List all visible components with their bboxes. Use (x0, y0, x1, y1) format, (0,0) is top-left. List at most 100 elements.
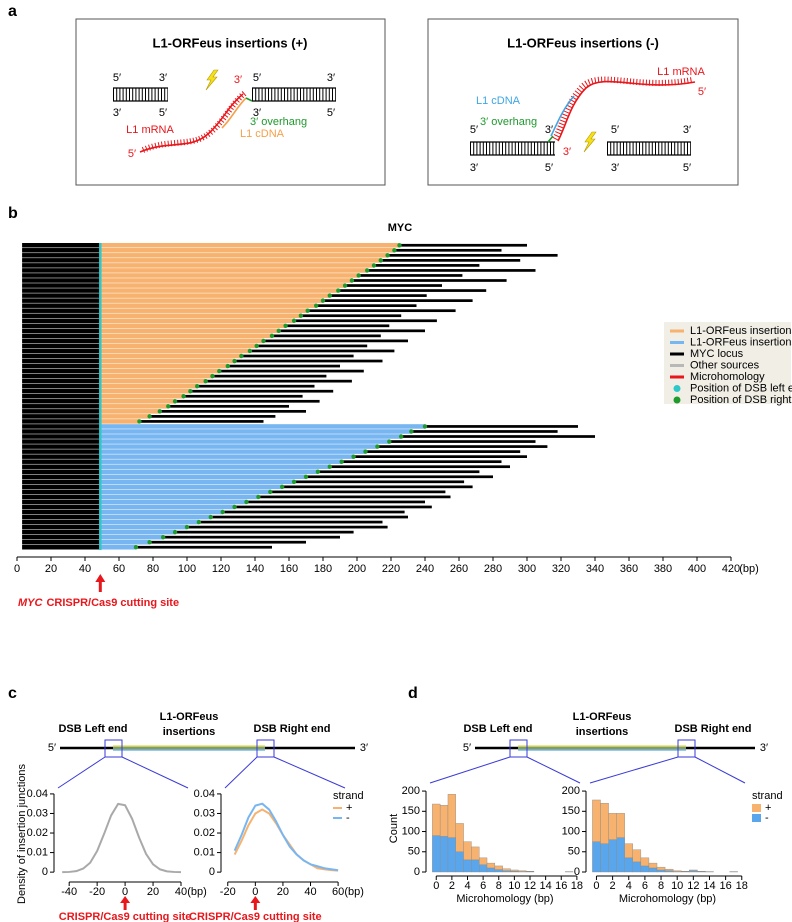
read-insertion (100, 409, 160, 414)
read-left-locus (22, 499, 101, 505)
read-right-locus (234, 505, 432, 509)
hist-bar (608, 839, 617, 873)
y-tick-label: 50 (408, 846, 420, 858)
diagram-title: L1-ORFeus insertions (-) (507, 35, 659, 50)
dna-end: 3′ (545, 124, 553, 136)
read-insertion (100, 258, 381, 263)
dna-end: 5′ (683, 162, 691, 174)
dsb-right-dot (220, 509, 225, 515)
y-tick-label: 150 (562, 805, 580, 817)
zoom-line (694, 756, 746, 784)
read-right-locus (316, 304, 417, 308)
x-axis-label: Microhomology (bp) (456, 893, 553, 905)
x-tick-label: 14 (703, 880, 715, 892)
read-left-locus (22, 544, 101, 550)
x-tick-label: 10 (508, 880, 520, 892)
dsb-right-dot (195, 383, 200, 389)
y-tick-label: 0.02 (194, 827, 215, 839)
read-insertion (100, 248, 395, 253)
read-right-locus (358, 274, 463, 277)
hist-bar (592, 799, 601, 842)
dsb-right-dot (147, 539, 152, 545)
read-right-locus (278, 329, 425, 333)
strand-end: 5′ (463, 742, 471, 754)
zoom-line (429, 756, 511, 784)
legend-title: strand (752, 790, 783, 802)
zoom-box (256, 739, 275, 758)
read-insertion (100, 283, 346, 288)
schematic-title: L1-ORFeus (160, 711, 219, 723)
dsb-right-dot (303, 474, 309, 479)
read-left-locus (22, 489, 101, 495)
dna-end: 5′ (253, 72, 261, 84)
read-right-locus (380, 259, 521, 262)
x-tick-label: -20 (89, 886, 105, 898)
hist-bar (640, 865, 650, 873)
read-insertion (100, 333, 272, 339)
read-insertion (100, 348, 250, 354)
read-left-locus (22, 414, 101, 419)
read-right-locus (163, 535, 340, 539)
zoom-box (104, 739, 123, 758)
x-tick-label: 0 (122, 886, 128, 898)
x-tick-label: -20 (220, 886, 236, 898)
x-tick-label: 260 (450, 563, 468, 575)
dna-end: 5′ (611, 124, 619, 136)
y-tick-label: 0 (414, 866, 420, 878)
read-right-locus (353, 455, 527, 459)
y-tick-label: 200 (402, 785, 420, 797)
zoom-box (509, 739, 528, 758)
read-right-locus (338, 289, 487, 292)
read-left-locus (22, 358, 101, 364)
read-right-locus (351, 279, 507, 282)
legend-label: Position of DSB right end (690, 394, 792, 406)
x-tick-label: 12 (524, 880, 536, 892)
y-tick-label: 0 (209, 866, 215, 878)
read-right-locus (258, 495, 451, 499)
x-tick-label: 60 (332, 886, 344, 898)
hist-bar (592, 841, 601, 873)
x-tick-label: 20 (45, 563, 57, 575)
hist-bar (616, 837, 625, 873)
read-left-locus (22, 328, 101, 334)
read-right-locus (411, 430, 558, 433)
read-insertion (100, 378, 206, 384)
read-insertion (100, 444, 378, 449)
dsb-right-dot (217, 368, 222, 374)
read-left-locus (22, 429, 101, 434)
x-tick-label: 340 (586, 563, 604, 575)
read-right-locus (222, 510, 405, 514)
read-insertion (100, 393, 184, 399)
read-insertion (100, 358, 235, 364)
read-left-locus (22, 378, 101, 384)
density-line (233, 802, 339, 872)
hist-bar (632, 849, 642, 863)
read-left-locus (22, 388, 101, 394)
read-right-locus (367, 269, 536, 272)
read-left-locus (22, 504, 101, 510)
x-tick-label: 40 (175, 886, 187, 898)
dsb-right-dot (397, 243, 402, 248)
legend-label: Position of DSB left end (690, 382, 792, 394)
read-right-locus (219, 369, 364, 373)
x-tick-label: 200 (348, 563, 366, 575)
dsb-right-dot (239, 353, 244, 359)
hist-bar (600, 843, 609, 873)
read-left-locus (22, 323, 101, 329)
read-right-locus (149, 415, 276, 418)
read-insertion (100, 509, 223, 515)
x-tick-label: 6 (642, 880, 648, 892)
dsb-right-dot (363, 449, 368, 454)
hist-bar (494, 865, 503, 870)
dsb-right-dot (399, 434, 404, 439)
read-left-locus (22, 278, 101, 283)
overhang-strand (547, 135, 554, 143)
cdna-label: L1 cDNA (476, 95, 521, 107)
read-left-locus (22, 283, 101, 288)
read-insertion (100, 474, 306, 480)
legend-label: + (346, 802, 352, 814)
strand-end: 3′ (360, 742, 368, 754)
read-right-locus (263, 339, 408, 343)
dsb-right-dot (385, 253, 390, 258)
dna-end: 3′ (611, 162, 619, 174)
